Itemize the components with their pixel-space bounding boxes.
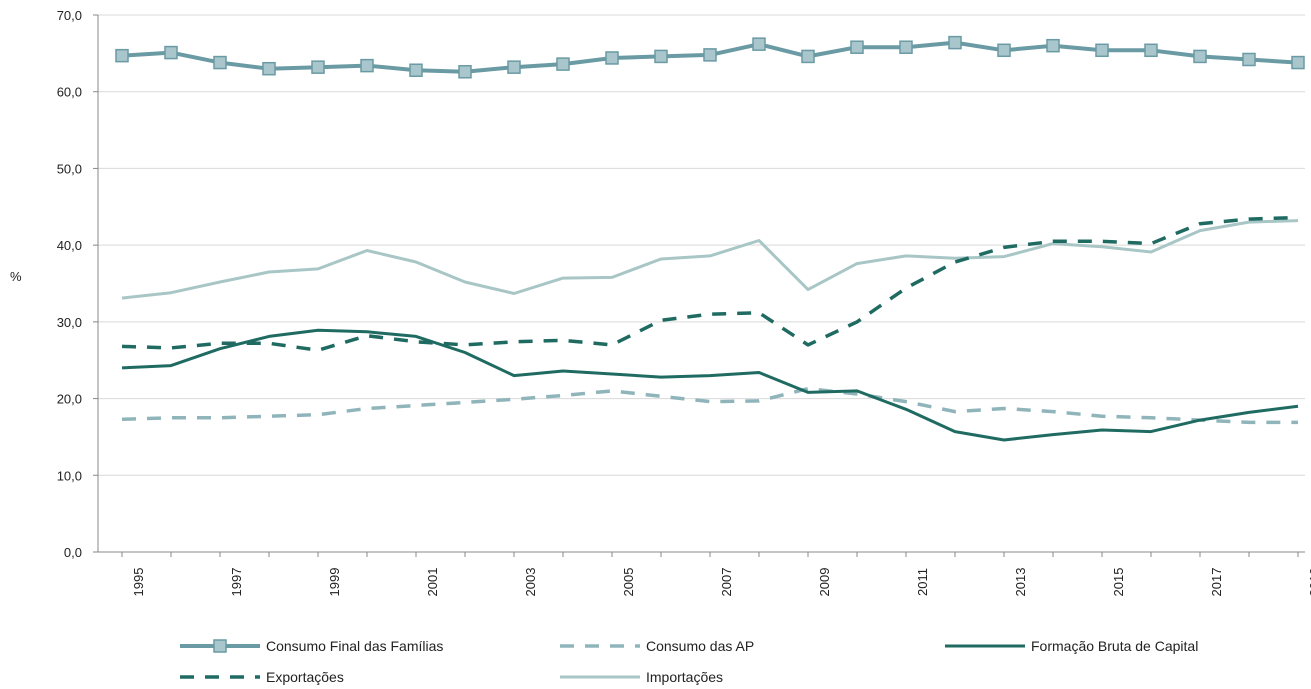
y-tick-label: 0,0 — [64, 545, 82, 560]
data-point-marker — [458, 65, 472, 79]
y-tick-label: 50,0 — [57, 161, 82, 176]
data-point-marker — [409, 63, 423, 77]
legend-label: Consumo das AP — [646, 638, 754, 654]
y-tick-label: 10,0 — [57, 468, 82, 483]
data-point-marker — [1046, 38, 1060, 53]
y-axis-label: % — [10, 269, 22, 284]
x-tick-label: 1999 — [327, 568, 342, 597]
x-tick-label: 2013 — [1013, 568, 1028, 597]
y-tick-label: 70,0 — [57, 8, 82, 23]
legend-label: Exportações — [266, 669, 344, 685]
data-point-marker — [997, 43, 1011, 58]
data-point-marker — [1193, 49, 1207, 64]
series-line — [121, 215, 1299, 352]
data-point-marker — [1144, 43, 1158, 58]
legend-marker — [213, 639, 227, 653]
series-lines — [115, 35, 1305, 442]
data-point-marker — [213, 55, 227, 70]
x-tick-label: 1995 — [131, 568, 146, 597]
x-tick-label: 2017 — [1209, 568, 1224, 597]
legend-label: Importações — [646, 669, 723, 685]
x-tick-label: 2003 — [523, 568, 538, 597]
x-tick-label: 2005 — [621, 568, 636, 597]
legend-label: Consumo Final das Famílias — [266, 638, 443, 654]
series-line — [121, 328, 1299, 442]
data-point-marker — [752, 37, 766, 51]
data-point-marker — [703, 48, 717, 62]
x-tick-label: 1997 — [229, 568, 244, 597]
x-axis: 1995 1997 1999 2001 2003 2005 2007 2009 2011 2013… — [97, 15, 1311, 597]
x-tick-label: 2015 — [1111, 568, 1126, 597]
x-tick-label: 2019 — [1307, 568, 1311, 597]
y-tick-label: 20,0 — [57, 392, 82, 407]
data-point-marker — [801, 49, 815, 64]
x-tick-label: 2001 — [425, 568, 440, 597]
data-point-marker — [850, 40, 864, 54]
data-point-marker — [507, 60, 521, 74]
data-point-marker — [899, 40, 913, 54]
y-axis-ticks: 0,0 10,0 20,0 30,0 40,0 50,0 60,0 70,0 — [57, 8, 98, 560]
data-point-marker — [556, 57, 570, 71]
data-point-marker — [360, 58, 374, 73]
x-tick-label: 2007 — [719, 568, 734, 597]
data-point-marker — [164, 45, 178, 60]
data-point-marker — [1095, 43, 1109, 58]
y-tick-label: 40,0 — [57, 238, 82, 253]
data-point-marker — [262, 61, 276, 76]
x-tick-label: 2009 — [817, 568, 832, 597]
data-point-marker — [948, 35, 962, 50]
series-line — [121, 386, 1298, 425]
y-tick-label: 60,0 — [57, 85, 82, 100]
y-tick-label: 30,0 — [57, 315, 82, 330]
gridlines — [98, 14, 1305, 476]
data-point-marker — [311, 60, 325, 74]
x-tick-label: 2011 — [915, 568, 930, 596]
legend-label: Formação Bruta de Capital — [1031, 638, 1198, 654]
data-point-marker — [605, 51, 619, 65]
data-point-marker — [115, 48, 129, 63]
data-point-marker — [654, 49, 668, 64]
data-point-marker — [1291, 55, 1305, 70]
series-line — [121, 219, 1299, 300]
legend: Consumo Final das Famílias Consumo das AP… — [180, 638, 1198, 685]
data-point-marker — [1242, 52, 1256, 67]
